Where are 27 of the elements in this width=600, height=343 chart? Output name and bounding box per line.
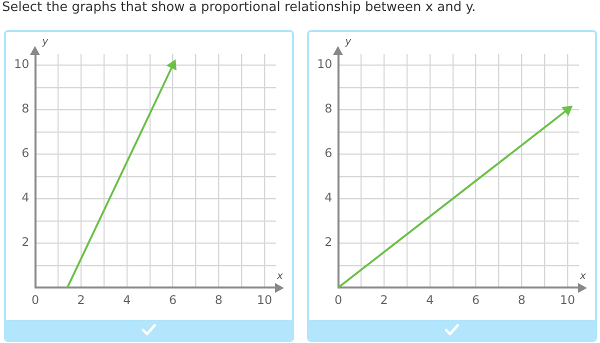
y-tick-label: 2 xyxy=(324,235,332,250)
y-axis-title: y xyxy=(41,36,50,48)
chart-title: Select the graphs that show a proportional relationship between x and y. xyxy=(2,0,476,15)
y-axis-title: y xyxy=(344,36,352,48)
x-tick-label: 2 xyxy=(380,292,388,307)
y-tick-label: 10 xyxy=(316,57,332,72)
y-tick-label: 6 xyxy=(324,146,332,160)
x-axis-title: x xyxy=(276,271,284,282)
x-tick-label: 4 xyxy=(123,292,131,307)
y-tick-label: 2 xyxy=(22,235,30,250)
y-tick-label: 6 xyxy=(22,146,30,160)
x-tick-label: 8 xyxy=(518,292,526,307)
x-tick-label: 10 xyxy=(560,292,576,307)
x-tick-label: 4 xyxy=(426,292,434,307)
y-tick-label: 4 xyxy=(324,190,332,205)
x-tick-label: 0 xyxy=(334,292,342,307)
x-tick-label: 2 xyxy=(77,292,85,307)
x-axis-title: x xyxy=(579,271,586,282)
y-tick-label: 10 xyxy=(14,57,30,72)
x-tick-label: 6 xyxy=(472,292,480,307)
x-tick-label: 10 xyxy=(256,292,272,307)
y-tick-label: 4 xyxy=(22,190,30,205)
x-tick-label: 0 xyxy=(31,292,40,307)
y-tick-label: 8 xyxy=(324,102,332,116)
x-tick-label: 8 xyxy=(214,292,223,307)
x-tick-label: 6 xyxy=(169,292,177,307)
y-tick-label: 8 xyxy=(22,102,30,116)
